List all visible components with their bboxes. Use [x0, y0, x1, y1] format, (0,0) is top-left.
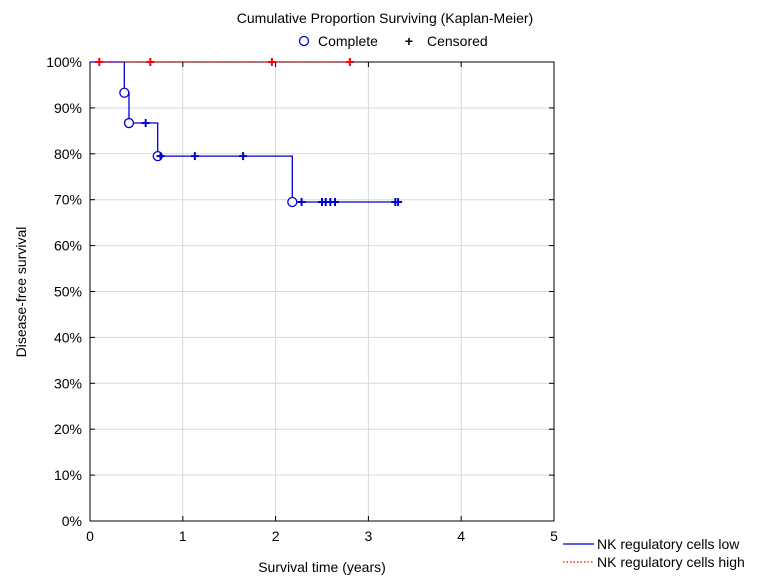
censored-marker-low: [297, 197, 306, 206]
complete-marker-low: [123, 117, 135, 129]
x-tick-label: 0: [86, 528, 94, 544]
complete-marker-icon: [298, 35, 310, 47]
x-axis-ticks: 0 1 2 3 4 5: [86, 62, 558, 544]
y-tick-label: 60%: [54, 238, 82, 254]
y-axis-ticks: 0% 10% 20% 30% 40% 50% 60% 70% 80% 90% 100%: [46, 54, 554, 529]
legend-high-label: NK regulatory cells high: [597, 554, 745, 570]
series-line-low: [90, 61, 399, 203]
series-layer: [90, 58, 403, 208]
x-tick-label: 1: [179, 528, 187, 544]
censored-marker-high: [95, 58, 104, 66]
censored-marker-low: [156, 152, 165, 161]
y-tick-label: 90%: [54, 100, 82, 116]
complete-marker-low: [287, 196, 298, 208]
censored-marker-low: [141, 119, 150, 128]
censored-marker-high: [146, 58, 155, 66]
y-tick-label: 80%: [54, 146, 82, 162]
censored-marker-low: [190, 152, 199, 161]
chart-title: Cumulative Proportion Surviving (Kaplan-…: [237, 10, 533, 26]
y-tick-label: 30%: [54, 375, 82, 391]
grid: [90, 62, 554, 521]
legend-censored-label: Censored: [427, 33, 488, 49]
censored-marker-low: [330, 197, 339, 206]
legend-low-label: NK regulatory cells low: [597, 536, 740, 552]
x-axis-label: Survival time (years): [258, 559, 386, 575]
y-axis-label: Disease-free survival: [13, 227, 29, 358]
y-tick-label: 40%: [54, 329, 82, 345]
y-tick-label: 50%: [54, 284, 82, 300]
censored-marker-icon: +: [405, 33, 413, 49]
y-tick-label: 10%: [54, 467, 82, 483]
x-tick-label: 4: [457, 528, 465, 544]
y-tick-label: 100%: [46, 54, 82, 70]
x-tick-label: 5: [550, 528, 558, 544]
marker-legend: Complete + Censored: [298, 33, 488, 49]
censored-marker-low: [239, 152, 248, 161]
series-legend: NK regulatory cells low NK regulatory ce…: [563, 536, 745, 570]
censored-marker-high: [267, 58, 276, 66]
legend-complete-label: Complete: [318, 33, 378, 49]
y-tick-label: 0%: [62, 513, 82, 529]
y-tick-label: 20%: [54, 421, 82, 437]
censored-marker-high: [345, 58, 354, 66]
x-tick-label: 3: [365, 528, 373, 544]
complete-marker-low: [119, 87, 130, 98]
y-tick-label: 70%: [54, 192, 82, 208]
censored-marker-low: [394, 197, 403, 206]
x-tick-label: 2: [272, 528, 280, 544]
